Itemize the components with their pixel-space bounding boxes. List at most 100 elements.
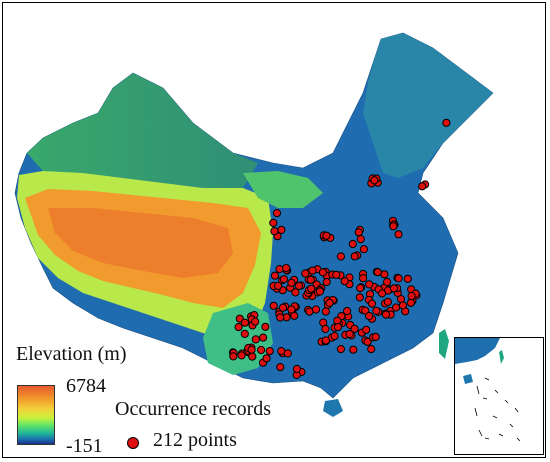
occurrence-point [322,231,331,240]
loess-plateau [243,171,323,208]
occurrence-point [442,118,451,127]
occurrence-point [371,332,380,341]
occurrence-point [394,274,403,283]
occurrence-point [229,352,238,361]
plateau-high [48,208,233,278]
occurrence-point [350,324,359,333]
occurrence-point [308,266,317,275]
occurrence-point [356,235,365,244]
occurrence-point [276,363,285,372]
occurrence-point [287,305,296,314]
occurrence-point [378,289,387,298]
occurrence-point [257,345,266,355]
occurrence-point [315,287,325,296]
occurrence-point [359,274,368,283]
occurrence-point [359,245,368,254]
elevation-legend-title: Elevation (m) [16,343,127,365]
occurrence-point [356,284,365,293]
northwest-region [27,73,258,188]
occurrence-point [311,305,321,314]
occurrence-points [228,118,451,379]
occurrence-point [340,277,349,286]
occurrence-point [318,268,327,277]
occurrence-point [321,324,330,334]
occurrence-point [269,301,278,310]
occurrence-point [407,291,416,301]
occurrence-point [240,318,249,327]
occurrence-point [247,345,256,354]
occurrence-point [372,306,381,315]
elevation-max-label: 6784 [66,375,106,397]
occurrence-point [336,345,345,354]
occurrence-point [333,323,343,332]
occurrence-point [307,284,316,293]
occurrence-point [272,209,282,218]
occurrence-point [279,275,288,284]
occurrence-point [406,298,415,307]
occurrence-point [283,349,292,358]
occurrence-point [383,297,392,306]
elevation-color-ramp [17,385,55,445]
hainan-island [323,399,343,417]
occurrence-point [343,306,352,316]
occurrence-point [276,313,285,322]
occurrence-point [345,329,354,339]
occurrence-point [336,252,345,261]
occurrence-point [383,277,392,287]
occurrence-point [294,281,303,290]
occurrence-point [287,278,296,287]
occurrence-point [373,268,382,277]
occurrence-point [367,345,376,354]
map-frame: Elevation (m) 6784 -151 Occurrence recor… [2,2,546,458]
occurrence-point [234,323,243,332]
occurrence-point [278,303,288,312]
occurrence-point [322,277,331,287]
occurrence-point [394,230,403,239]
occurrence-point [350,252,359,261]
occurrence-point [269,218,278,227]
occurrence-point [321,336,330,345]
occurrence-point [262,354,271,363]
occurrence-point [259,333,268,342]
occurrence-count-label: 212 points [153,429,237,451]
south-china-sea-inset [454,337,544,455]
northeast-region [363,33,493,178]
occurrence-point [365,311,374,321]
occurrence-point [380,270,389,279]
occurrence-point [361,306,370,315]
occurrence-point [398,301,408,310]
occurrence-point [332,270,341,279]
occurrence-point [392,303,401,312]
occurrence-point [291,288,300,297]
occurrence-point [363,337,372,346]
occurrence-point [367,299,377,308]
occurrence-point [418,182,427,191]
occurrence-point [389,284,399,293]
occurrence-point [348,239,357,249]
occurrence-point [349,345,358,354]
occurrence-point [282,263,291,273]
occurrence-point [370,176,379,185]
occurrence-point [306,275,315,284]
occurrence-point [403,274,412,283]
occurrence-point [248,352,257,361]
occurrence-point [277,225,286,234]
occurrence-point [240,329,249,338]
occurrence-point [251,317,260,326]
occurrence-point [355,293,364,302]
occurrence-legend-title: Occurrence records [115,398,272,420]
occurrence-point [301,269,310,278]
occurrence-point-symbol [127,437,139,449]
occurrence-point [321,307,330,316]
taiwan-island [439,329,449,359]
occurrence-point [261,322,270,331]
occurrence-point [270,227,279,236]
occurrence-point [275,265,284,274]
occurrence-point [251,335,260,344]
occurrence-point [365,280,374,289]
occurrence-point [325,298,334,307]
occurrence-point [330,332,339,341]
occurrence-point [362,325,371,334]
occurrence-point [389,222,398,231]
occurrence-point [265,347,274,356]
